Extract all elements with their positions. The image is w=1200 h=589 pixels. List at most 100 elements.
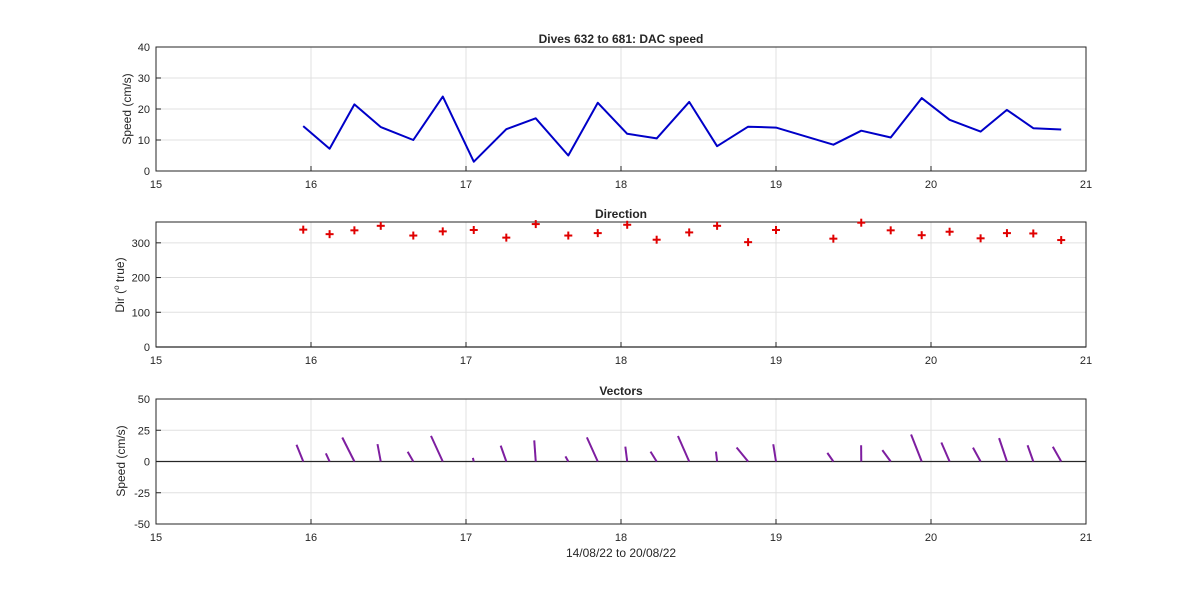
- vectors-stick: [826, 452, 835, 463]
- direction-point: [438, 227, 447, 236]
- direction-xtick-label: 18: [615, 355, 627, 367]
- speed-xtick-label: 17: [460, 179, 472, 191]
- vectors-xtick-label: 16: [305, 532, 317, 544]
- vectors-stick: [471, 457, 475, 462]
- speed-marks: [302, 95, 1062, 163]
- vectors-xtick-label: 20: [925, 532, 937, 544]
- direction-point: [713, 221, 722, 230]
- speed-ytick-label: 20: [138, 104, 150, 116]
- direction-xtick-label: 19: [770, 355, 782, 367]
- direction-point: [744, 238, 753, 247]
- direction-xtick-label: 20: [925, 355, 937, 367]
- vectors-stick: [1026, 444, 1035, 462]
- direction-point: [299, 225, 308, 234]
- direction-point: [829, 234, 838, 243]
- direction-point: [886, 226, 895, 235]
- vectors-xtick-label: 18: [615, 532, 627, 544]
- speed-xtick-label: 18: [615, 179, 627, 191]
- speed-xtick-label: 19: [770, 179, 782, 191]
- direction-ylabel-sup: o: [112, 285, 121, 290]
- vectors-stick: [735, 446, 749, 463]
- direction-title: Direction: [595, 207, 647, 221]
- vectors-stick: [677, 435, 691, 462]
- direction-ytick-label: 300: [132, 238, 150, 250]
- speed-ytick-label: 40: [138, 42, 150, 54]
- vectors-stick: [499, 445, 508, 462]
- speed-title: Dives 632 to 681: DAC speed: [539, 32, 704, 46]
- direction-xtick-label: 21: [1080, 355, 1092, 367]
- direction-point: [376, 221, 385, 230]
- vectors-stick: [624, 446, 629, 462]
- direction-point: [564, 231, 573, 240]
- direction-xtick-label: 16: [305, 355, 317, 367]
- vectors-stick: [585, 436, 599, 462]
- direction-point: [469, 225, 478, 234]
- vectors-stick: [564, 455, 570, 462]
- vectors-ytick-label: 25: [138, 425, 150, 437]
- direction-ytick-label: 0: [144, 342, 150, 354]
- direction-point: [945, 227, 954, 236]
- direction-ticks: 15 16 17 18 19 20 21 0 100 200 300: [132, 238, 1092, 367]
- vectors-stick: [972, 447, 982, 462]
- vectors-stick: [341, 437, 356, 462]
- speed-ylabel: Speed (cm/s): [120, 73, 134, 144]
- speed-xtick-label: 21: [1080, 179, 1092, 191]
- vectors-xtick-label: 17: [460, 532, 472, 544]
- vectors-xtick-label: 19: [770, 532, 782, 544]
- speed-panel: Dives 632 to 681: DAC speed 15 16 17 18 19 20…: [120, 32, 1092, 191]
- direction-point: [685, 228, 694, 237]
- direction-xtick-label: 17: [460, 355, 472, 367]
- direction-ylabel-head: Dir (: [113, 290, 127, 313]
- direction-point: [652, 235, 661, 244]
- direction-point: [857, 218, 866, 227]
- vectors-ytick-label: -50: [134, 519, 150, 531]
- vectors-xtick-label: 21: [1080, 532, 1092, 544]
- vectors-ytick-label: -25: [134, 488, 150, 500]
- direction-point: [917, 231, 926, 240]
- direction-ytick-label: 100: [132, 307, 150, 319]
- vectors-xlabel: 14/08/22 to 20/08/22: [566, 546, 676, 560]
- direction-xtick-label: 15: [150, 355, 162, 367]
- direction-point: [350, 226, 359, 235]
- vectors-ytick-label: 0: [144, 457, 150, 469]
- direction-ytick-label: 200: [132, 273, 150, 285]
- speed-xtick-label: 20: [925, 179, 937, 191]
- speed-grid: [155, 46, 1087, 172]
- direction-grid: [155, 222, 1087, 348]
- speed-ytick-label: 10: [138, 135, 150, 147]
- vectors-marks: [156, 434, 1086, 463]
- vectors-xtick-label: 15: [150, 532, 162, 544]
- vectors-panel: Vectors 15 16 17 18 19 20 21 -50 -25 0 25 50 Speed …: [114, 384, 1092, 560]
- vectors-stick: [772, 444, 777, 462]
- direction-point: [409, 231, 418, 240]
- direction-marks: [156, 218, 1086, 348]
- vectors-stick: [998, 437, 1008, 462]
- vectors-stick: [649, 451, 658, 463]
- direction-point: [976, 234, 985, 243]
- direction-point: [772, 225, 780, 234]
- vectors-stick: [714, 451, 719, 462]
- direction-point: [325, 230, 334, 239]
- vectors-stick: [376, 443, 382, 462]
- direction-ylabel: Dir (o true): [112, 257, 127, 312]
- vectors-stick: [406, 451, 415, 462]
- vectors-stick: [881, 449, 892, 463]
- direction-point: [1057, 236, 1066, 245]
- speed-ytick-label: 0: [144, 166, 150, 178]
- vectors-stick: [324, 452, 331, 462]
- vectors-stick: [940, 442, 951, 462]
- direction-point: [502, 233, 511, 242]
- speed-ytick-label: 30: [138, 73, 150, 85]
- vectors-ytick-label: 50: [138, 394, 150, 406]
- vectors-stick: [295, 444, 305, 462]
- speed-xtick-label: 16: [305, 179, 317, 191]
- speed-series-line: [302, 95, 1062, 163]
- direction-point: [1002, 229, 1011, 238]
- direction-point: [531, 220, 540, 229]
- direction-point: [623, 220, 632, 229]
- vectors-title: Vectors: [599, 384, 643, 398]
- direction-panel: Direction 15 16 17 18 19 20 21 0 100 200 300 Dir (…: [112, 207, 1092, 367]
- direction-point: [593, 229, 602, 238]
- speed-ticks: 15 16 17 18 19 20 21 0 10 20 30 40: [138, 42, 1092, 191]
